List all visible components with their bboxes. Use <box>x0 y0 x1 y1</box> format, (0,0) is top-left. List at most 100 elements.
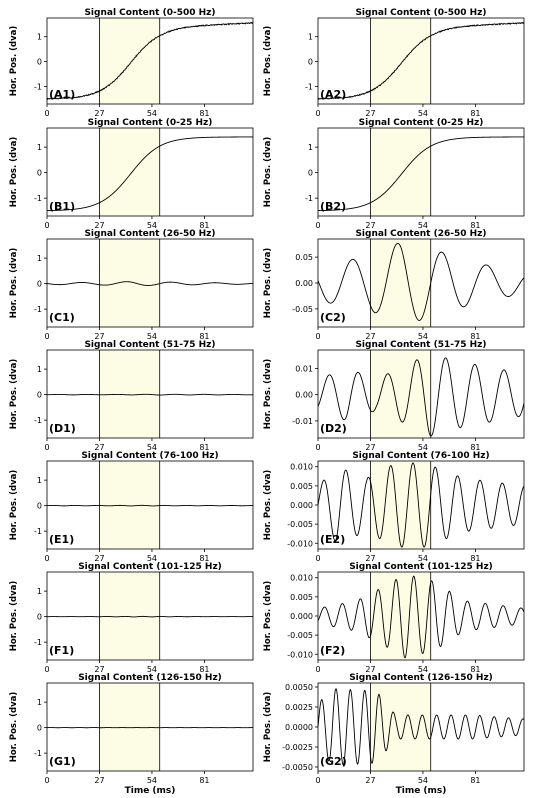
x-tick-label: 81 <box>199 332 209 341</box>
x-tick-label: 54 <box>418 109 428 118</box>
panel-label: (F2) <box>320 644 345 657</box>
y-axis-label: Hor. Pos. (dva) <box>9 137 19 208</box>
x-tick-label: 27 <box>94 554 104 563</box>
panel-g2: Signal Content (126-150 Hz) 0 27 54 81 0.0050… <box>263 673 525 796</box>
signal-line <box>318 136 524 212</box>
panel-label: (E1) <box>49 533 74 546</box>
y-tick-label: -0.010 <box>287 539 313 548</box>
x-tick-label: 0 <box>44 665 49 674</box>
panel-label: (B1) <box>49 200 75 213</box>
y-tick-label: 0 <box>37 391 42 400</box>
panel-label: (G1) <box>49 755 76 768</box>
axes-frame <box>46 682 254 772</box>
signal-line <box>317 688 525 766</box>
x-tick-label: 81 <box>470 109 480 118</box>
y-tick-label: 0 <box>37 724 42 733</box>
y-tick-label: -0.01 <box>292 417 313 426</box>
signal-line <box>46 21 254 100</box>
x-tick-label: 0 <box>44 554 49 563</box>
x-tick-label: 27 <box>365 554 375 563</box>
x-tick-label: 27 <box>94 443 104 452</box>
panel-title: Signal Content (76-100 Hz) <box>81 451 218 461</box>
y-tick-label: 1 <box>37 33 42 42</box>
y-tick-label: 0 <box>37 613 42 622</box>
y-tick-label: 0.005 <box>290 482 313 491</box>
x-tick-label: 81 <box>470 554 480 563</box>
panel-f1: Signal Content (101-125 Hz) 0 27 54 81 1 0 -1 Ho… <box>9 562 254 674</box>
axes-frame <box>317 17 525 105</box>
x-tick-label: 27 <box>94 665 104 674</box>
axes-frame <box>46 17 254 105</box>
x-tick-label: 54 <box>147 109 157 118</box>
x-tick-label: 27 <box>365 109 375 118</box>
y-tick-label: -0.05 <box>292 305 313 314</box>
y-tick-label: -1 <box>305 194 313 203</box>
y-axis-label: Hor. Pos. (dva) <box>263 692 273 763</box>
panel-c2: Signal Content (26-50 Hz) 0 27 54 81 0.05 0.00… <box>263 229 525 341</box>
x-tick-label: 81 <box>199 776 209 785</box>
x-tick-label: 0 <box>44 109 49 118</box>
y-tick-label: 0.05 <box>295 253 313 262</box>
y-tick-label: 1 <box>37 476 42 485</box>
x-axis-label: Time (ms) <box>125 786 176 796</box>
panel-title: Signal Content (26-50 Hz) <box>355 229 486 239</box>
signal-line <box>46 281 254 286</box>
x-tick-label: 0 <box>44 332 49 341</box>
y-axis-label: Hor. Pos. (dva) <box>9 470 19 541</box>
panel-title: Signal Content (26-50 Hz) <box>84 229 215 239</box>
y-axis-label: Hor. Pos. (dva) <box>263 470 273 541</box>
panel-title: Signal Content (126-150 Hz) <box>349 673 493 683</box>
x-tick-label: 0 <box>315 221 320 230</box>
x-tick-label: 0 <box>315 443 320 452</box>
y-tick-label: -0.005 <box>287 631 313 640</box>
x-tick-label: 27 <box>365 776 375 785</box>
highlight-region <box>99 461 160 549</box>
y-tick-label: 0.010 <box>290 463 313 472</box>
y-tick-label: 0 <box>308 58 313 67</box>
y-tick-label: 0.005 <box>290 593 313 602</box>
highlight-region <box>99 572 160 660</box>
panel-title: Signal Content (0-500 Hz) <box>84 8 215 18</box>
x-tick-label: 27 <box>94 776 104 785</box>
x-tick-label: 54 <box>147 665 157 674</box>
y-axis-label: Hor. Pos. (dva) <box>263 26 273 97</box>
y-tick-label: -1 <box>34 416 42 425</box>
panel-title: Signal Content (101-125 Hz) <box>349 562 493 572</box>
x-tick-label: 54 <box>147 443 157 452</box>
x-tick-label: 54 <box>147 332 157 341</box>
x-tick-label: 81 <box>199 665 209 674</box>
x-tick-label: 81 <box>470 776 480 785</box>
x-tick-label: 0 <box>315 776 320 785</box>
panel-label: (E2) <box>320 533 345 546</box>
panel-a1: Signal Content (0-500 Hz) 0 27 54 81 1 0 -1 Hor.… <box>9 8 254 118</box>
x-tick-label: 0 <box>315 665 320 674</box>
highlight-region <box>370 128 431 216</box>
highlight-region <box>99 350 160 438</box>
signal-line <box>317 21 525 100</box>
panel-title: Signal Content (0-25 Hz) <box>359 118 484 128</box>
y-axis-label: Hor. Pos. (dva) <box>9 692 19 763</box>
highlight-region <box>370 350 431 438</box>
x-tick-label: 54 <box>418 443 428 452</box>
y-tick-label: 0.010 <box>290 574 313 583</box>
x-tick-label: 27 <box>365 221 375 230</box>
y-tick-label: 1 <box>37 254 42 263</box>
panel-label: (C2) <box>320 311 346 324</box>
x-tick-label: 81 <box>199 554 209 563</box>
x-tick-label: 81 <box>199 443 209 452</box>
axes-frame <box>46 238 254 328</box>
y-tick-label: 0 <box>37 280 42 289</box>
y-tick-label: 0.000 <box>290 501 313 510</box>
y-tick-label: 0.00 <box>295 391 313 400</box>
panel-label: (F1) <box>49 644 74 657</box>
signal-line <box>46 504 254 507</box>
panel-label: (D2) <box>320 422 347 435</box>
panel-title: Signal Content (126-150 Hz) <box>78 673 222 683</box>
x-tick-label: 54 <box>418 554 428 563</box>
panel-title: Signal Content (101-125 Hz) <box>78 562 222 572</box>
x-tick-label: 27 <box>365 665 375 674</box>
x-tick-label: 54 <box>147 221 157 230</box>
y-tick-label: -0.0050 <box>282 763 313 772</box>
panel-title: Signal Content (0-25 Hz) <box>88 118 213 128</box>
x-tick-label: 81 <box>199 221 209 230</box>
